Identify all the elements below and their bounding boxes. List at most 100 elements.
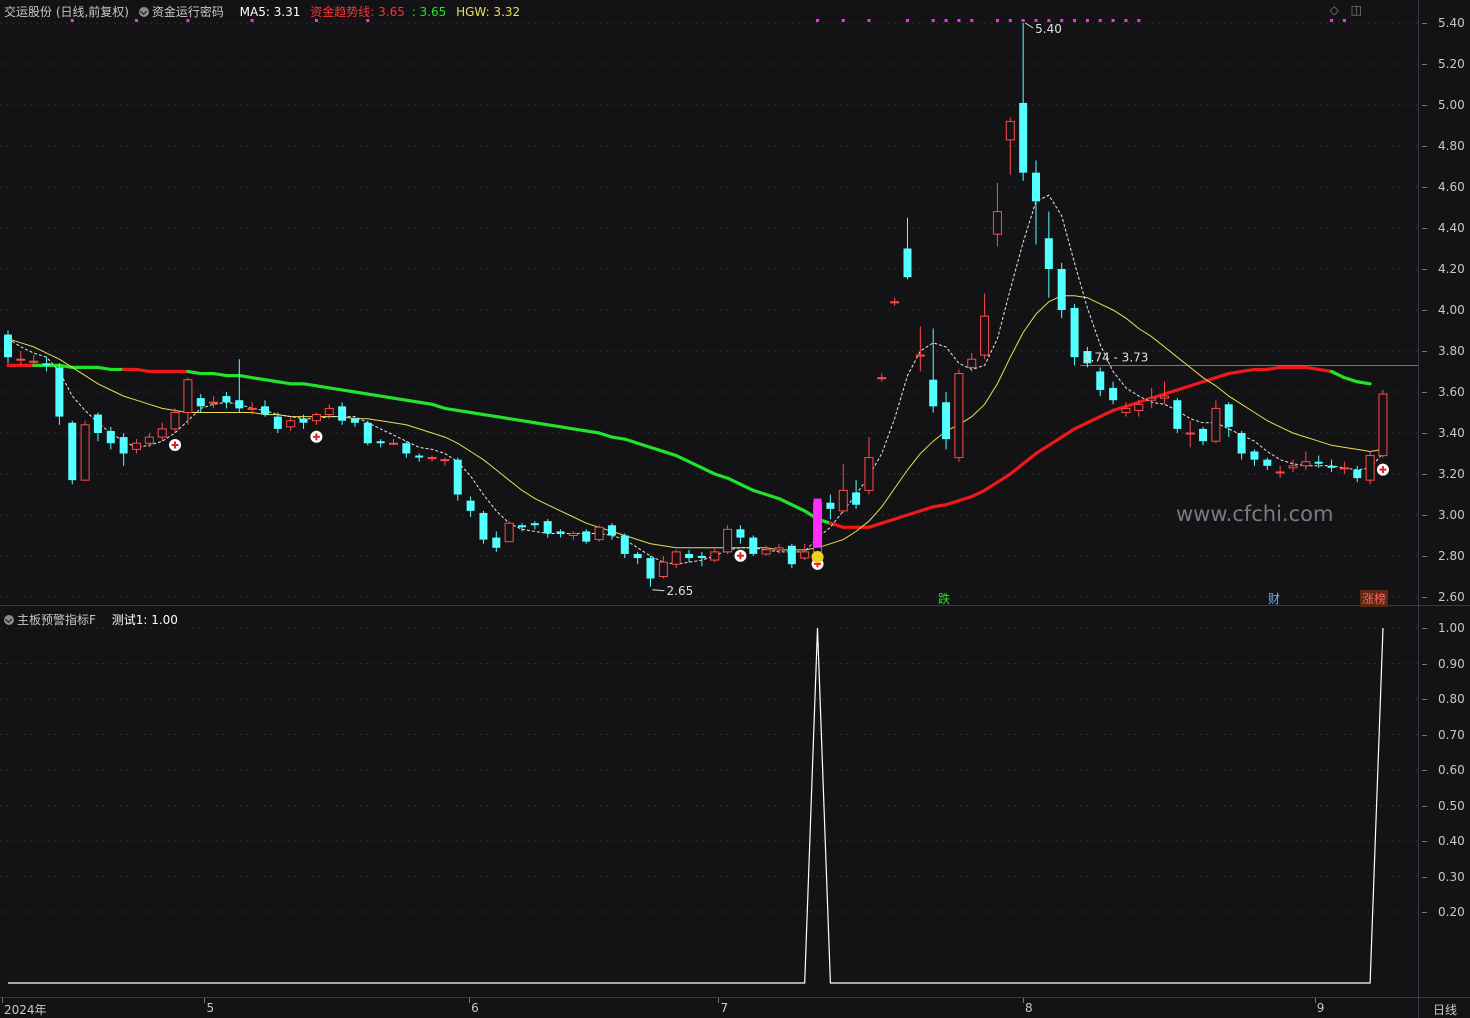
candle-body [967, 358, 977, 368]
price-tick: 4.40 [1422, 221, 1465, 235]
candle-body [800, 551, 810, 559]
magenta-dot [906, 19, 909, 22]
price-tick: 3.20 [1422, 467, 1465, 481]
candle-body [119, 437, 128, 454]
candle-body [915, 354, 925, 357]
time-tick: 7 [718, 998, 729, 1015]
sub-chart-pane[interactable]: 主板预警指标F 测试1: 1.00 [0, 608, 1418, 996]
window-icon[interactable]: ◫ [1350, 3, 1362, 17]
candle-body [209, 401, 219, 404]
candle-body [658, 561, 668, 578]
trend-line-segment [1342, 376, 1359, 384]
trend-line-segment [893, 513, 910, 521]
marker-zhang[interactable]: 涨榜 [1360, 590, 1389, 607]
candle-body [492, 537, 501, 548]
trend-line-segment [1150, 392, 1167, 400]
sub-tick: 0.60 [1422, 763, 1465, 777]
sub-header: 主板预警指标F 测试1: 1.00 [4, 611, 184, 628]
trend-line-segment [648, 445, 665, 454]
sub-tick: 0.70 [1422, 727, 1465, 742]
candle-body [1185, 432, 1195, 435]
candle-body [710, 551, 720, 561]
main-chart-pane[interactable]: 交运股份 (日线,前复权) 资金运行密码 MA5: 3.31 资金趋势线: 3.… [0, 0, 1418, 607]
candle-body [685, 553, 694, 559]
candle-body [736, 529, 745, 538]
sub-tick: 0.90 [1422, 656, 1465, 671]
price-tick: 4.20 [1422, 262, 1465, 276]
trend-line-segment [1188, 380, 1205, 388]
marker-die[interactable]: 跌 [938, 592, 951, 606]
candle-body [1301, 461, 1311, 467]
candle-body [415, 455, 424, 458]
candle-body [774, 547, 784, 551]
trend-line-segment [301, 382, 318, 388]
candle-body [93, 414, 102, 433]
candle-body [787, 545, 796, 565]
magenta-dot [1034, 19, 1038, 22]
magenta-dot [186, 19, 190, 22]
trend-line-segment [314, 384, 331, 390]
candle-body [582, 531, 591, 542]
sub-settings-icon[interactable] [4, 615, 14, 625]
candlestick-chart[interactable]: 5.40 2.65 3.74 - 3.73 [0, 0, 1418, 604]
axis-separator [1418, 0, 1419, 1018]
candle-body [427, 457, 437, 460]
trend-line-segment [931, 503, 948, 509]
trend-line-segment [661, 449, 678, 458]
candle-body [324, 407, 334, 416]
trend-line-segment [1355, 380, 1372, 386]
trend-line-segment [982, 480, 1000, 492]
indicator-name[interactable]: 资金运行密码 [151, 5, 224, 19]
trend-line-segment [700, 466, 717, 476]
candle-body [1224, 404, 1233, 427]
candle-body [350, 418, 359, 423]
candle-body [1083, 351, 1092, 364]
candle-body [196, 398, 205, 407]
trend-line-segment [571, 427, 588, 433]
magenta-dot [995, 19, 999, 22]
candle-body [1134, 403, 1144, 411]
diamond-icon[interactable]: ◇ [1329, 3, 1339, 17]
candle-body [338, 406, 347, 421]
candle-body [55, 367, 64, 417]
sub-indicator-chart[interactable] [0, 608, 1418, 996]
candle-body [1147, 397, 1157, 401]
stock-title[interactable]: 交运股份 (日线,前复权) [4, 5, 129, 19]
buy-signal-icon [734, 549, 747, 562]
trend-line-segment [250, 376, 267, 382]
candle-body [1237, 433, 1246, 454]
trend-line-segment [1098, 408, 1115, 419]
high-price-label: 5.40 [1035, 22, 1062, 36]
high-price-pointer [1024, 22, 1034, 29]
candle-body [1160, 395, 1169, 399]
magenta-dot [1008, 19, 1012, 22]
candle-body [235, 400, 244, 409]
candle-body [556, 531, 565, 534]
candle-body [633, 553, 642, 559]
sub-indicator-name[interactable]: 主板预警指标F [17, 613, 96, 627]
candle-body [1327, 465, 1336, 468]
marker-cai[interactable]: 财 [1268, 592, 1281, 606]
candle-body [1378, 393, 1388, 457]
magenta-dot [70, 19, 74, 22]
trend-line-segment [764, 492, 781, 501]
period-label[interactable]: 日线 [1432, 1003, 1457, 1017]
candle-body [1211, 407, 1221, 442]
candle-body [1057, 269, 1066, 310]
candle-body [1070, 307, 1079, 358]
candle-body [1288, 465, 1298, 469]
candle-body [4, 334, 12, 358]
candle-body [29, 360, 39, 363]
trend-line-segment [1239, 367, 1257, 374]
magenta-dot [135, 19, 138, 22]
settings-toggle-icon[interactable] [138, 7, 149, 17]
trend-line-segment [520, 419, 537, 425]
trend-line-segment [610, 435, 627, 441]
candle-body [852, 492, 861, 505]
trend-line-segment [353, 390, 370, 396]
candle-body [1365, 455, 1375, 481]
ma5-label: MA5: 3.31 [239, 5, 301, 19]
pane-tools: ◇ ◫ [1322, 3, 1362, 17]
price-tick: 4.80 [1422, 139, 1465, 153]
candle-body [144, 436, 154, 444]
